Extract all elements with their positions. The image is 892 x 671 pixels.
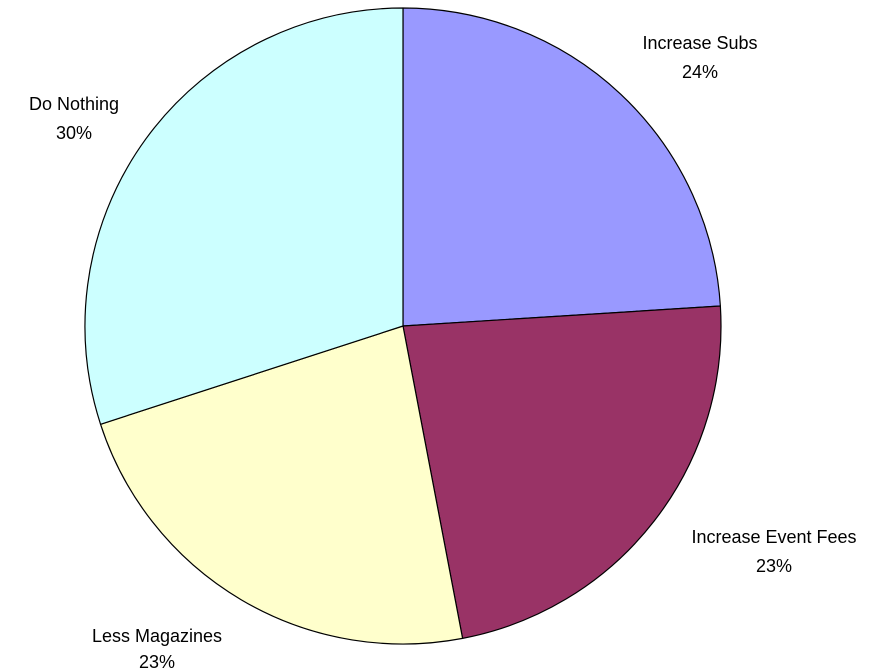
pie-slices (84, 7, 722, 645)
label-increase-event-fees-percent: 23% (756, 556, 792, 576)
label-do-nothing-percent: 30% (56, 123, 92, 143)
pie-slice-increase-event-fees (402, 305, 722, 639)
pie-slice-do-nothing (84, 7, 404, 425)
pie-slice-less-magazines (99, 325, 464, 645)
pie-labels: Increase Subs 24% Increase Event Fees 23… (29, 33, 857, 671)
label-less-magazines-name: Less Magazines (92, 626, 222, 646)
label-increase-event-fees-name: Increase Event Fees (691, 527, 856, 547)
label-increase-subs-name: Increase Subs (642, 33, 757, 53)
label-less-magazines-percent: 23% (139, 652, 175, 671)
label-do-nothing-name: Do Nothing (29, 94, 119, 114)
pie-slice-increase-subs (402, 7, 721, 327)
label-increase-subs-percent: 24% (682, 62, 718, 82)
